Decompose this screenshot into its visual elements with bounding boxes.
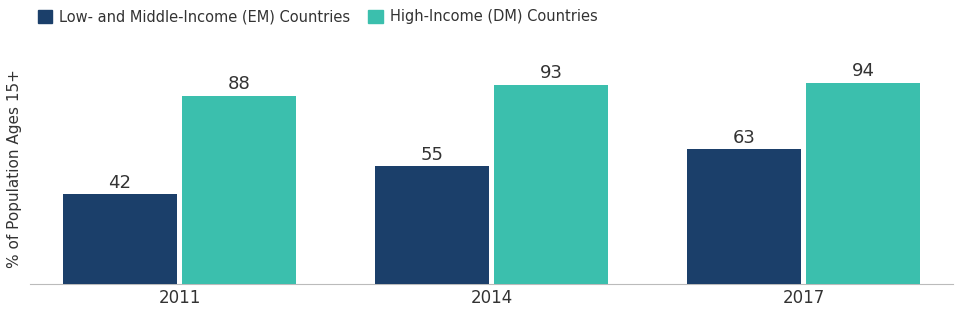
Bar	[806, 83, 921, 284]
Text: 55: 55	[420, 146, 444, 164]
Text: 94: 94	[852, 62, 875, 80]
Text: 42: 42	[108, 174, 132, 192]
Text: 93: 93	[540, 64, 563, 82]
Bar	[687, 149, 801, 284]
Text: 63: 63	[732, 129, 756, 147]
Bar	[62, 194, 177, 284]
Legend: Low- and Middle-Income (EM) Countries, High-Income (DM) Countries: Low- and Middle-Income (EM) Countries, H…	[37, 9, 598, 24]
Y-axis label: % of Population Ages 15+: % of Population Ages 15+	[7, 69, 22, 268]
Bar	[182, 96, 297, 284]
Text: 88: 88	[228, 75, 251, 93]
Bar	[375, 166, 489, 284]
Bar	[494, 85, 609, 284]
